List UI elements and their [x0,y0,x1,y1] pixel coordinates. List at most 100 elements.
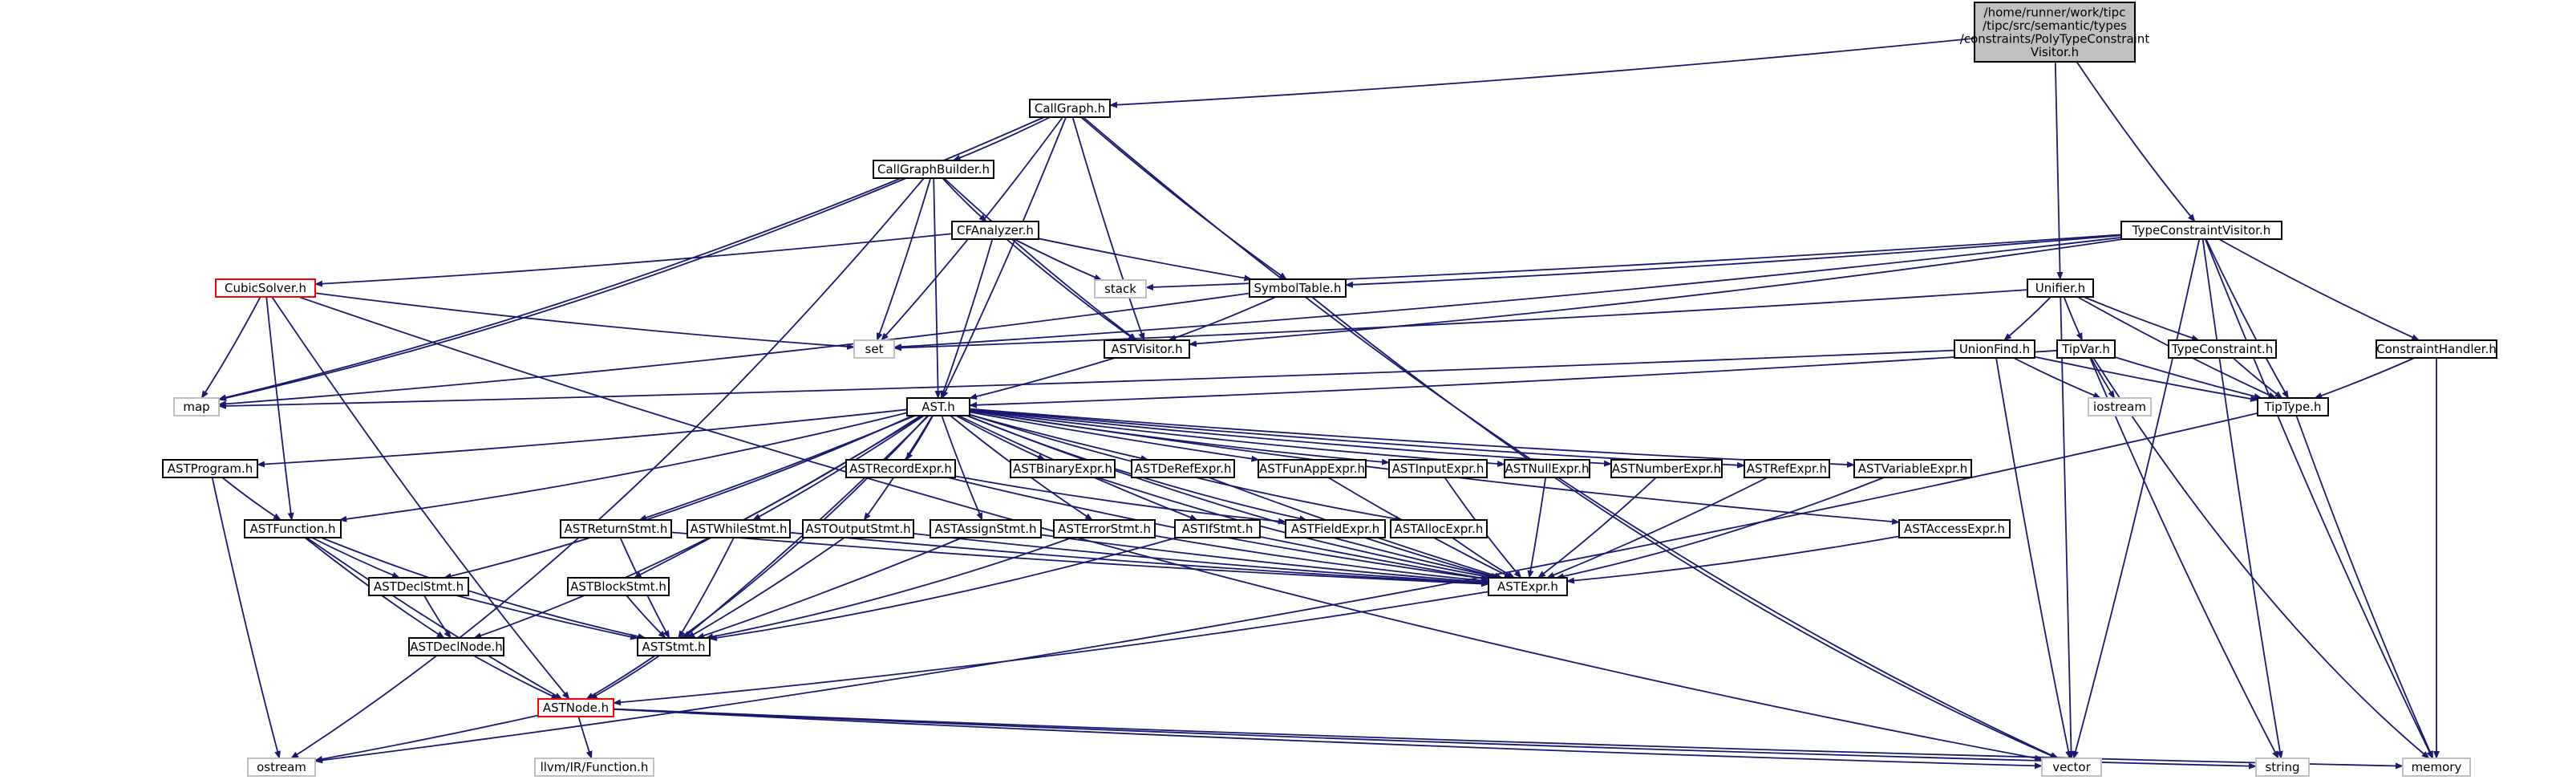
node-root[interactable]: /home/runner/work/tipc/tipc/src/semantic… [1960,2,2150,63]
node-constrainthandler[interactable]: ConstraintHandler.h [2376,339,2497,359]
node-astreturnstmt[interactable]: ASTReturnStmt.h [560,519,672,538]
edge-astassignstmt-to-astexpr [1040,534,1489,586]
edge-tcv-to-astvisitor [1189,238,2124,347]
node-astbinaryexpr[interactable]: ASTBinaryExpr.h [1010,459,1116,478]
node-tcv[interactable]: TypeConstraintVisitor.h [2120,221,2282,240]
node-astifstmt[interactable]: ASTIfStmt.h [1174,519,1261,538]
node-label-llvm: llvm/IR/Function.h [541,760,649,774]
node-cubicsolver[interactable]: CubicSolver.h [215,278,316,298]
node-symboltable[interactable]: SymbolTable.h [1249,278,1347,298]
edge-astallocexpr-to-astexpr [1452,537,1515,579]
node-box-constrainthandler [2376,339,2497,359]
node-tipvar[interactable]: TipVar.h [2056,339,2116,359]
node-memory[interactable]: memory [2402,758,2471,777]
node-astexpr[interactable]: ASTExpr.h [1488,577,1568,596]
node-callgraphbuilder[interactable]: CallGraphBuilder.h [873,160,994,179]
node-box-aststmt [637,637,711,656]
edge-callgraphbuilder-to-ast [933,177,942,399]
node-astassignstmt[interactable]: ASTAssignStmt.h [930,519,1042,538]
node-stack[interactable]: stack [1094,279,1147,299]
node-label-astderefexpr: ASTDeRefExpr.h [1135,461,1232,476]
edge-ast-to-astreturnstmt [638,415,916,521]
node-box-astfieldexpr [1285,519,1386,538]
edge-callgraph-to-callgraphbuilder [952,116,1051,161]
node-asterrorstmt[interactable]: ASTErrorStmt.h [1053,519,1156,538]
node-astderefexpr[interactable]: ASTDeRefExpr.h [1131,459,1235,478]
node-label-astifstmt: ASTIfStmt.h [1182,522,1254,536]
node-astdeclstmt[interactable]: ASTDeclStmt.h [368,577,469,596]
edge-ast-to-astbinaryexpr [955,415,1046,461]
node-unifier[interactable]: Unifier.h [2027,278,2094,298]
node-box-ostream [247,758,316,777]
node-label-astrefexpr: ASTRefExpr.h [1747,461,1827,476]
node-astaccessexpr[interactable]: ASTAccessExpr.h [1898,519,2011,538]
node-label-astwhilestmt: ASTWhileStmt.h [690,522,787,536]
node-astwhilestmt[interactable]: ASTWhileStmt.h [687,519,791,538]
node-box-typeconstraint [2168,339,2277,359]
edge-tipvar-to-iostream [2090,357,2116,399]
edge-callgraphbuilder-to-astvisitor [943,177,1137,341]
node-astvisitor[interactable]: ASTVisitor.h [1104,339,1190,359]
edge-root-to-tcv [2076,61,2196,222]
node-box-tiptype [2257,397,2329,416]
edge-aststmt-to-astnode [589,655,660,700]
node-iostream[interactable]: iostream [2088,397,2152,416]
node-label-ostream: ostream [257,760,306,774]
edge-ast-to-astdeclstmt [443,415,913,579]
node-aststmt[interactable]: ASTStmt.h [637,637,711,656]
node-astfieldexpr[interactable]: ASTFieldExpr.h [1285,519,1386,538]
edge-astprogram-to-astfunction [221,477,281,521]
node-string[interactable]: string [2255,758,2310,777]
node-astallocexpr[interactable]: ASTAllocExpr.h [1390,519,1488,538]
edge-astnode-to-vector [613,708,2043,770]
node-astdeclnode[interactable]: ASTDeclNode.h [408,637,504,656]
node-label-astnullexpr: ASTNullExpr.h [1505,461,1590,476]
edge-unionfind-to-map [218,349,1955,409]
edge-astwhilestmt-to-aststmt [678,537,735,639]
edge-astoutputstmt-to-aststmt [687,537,845,639]
node-astinputexpr[interactable]: ASTInputExpr.h [1388,459,1488,478]
node-vector[interactable]: vector [2041,758,2102,777]
edge-cubicsolver-to-set [314,292,855,350]
node-label-unionfind: UnionFind.h [1959,342,2030,356]
node-set[interactable]: set [853,339,895,359]
edge-callgraph-to-astvisitor [1071,116,1145,341]
node-unionfind[interactable]: UnionFind.h [1954,339,2035,359]
node-astblockstmt[interactable]: ASTBlockStmt.h [567,577,670,596]
node-typeconstraint[interactable]: TypeConstraint.h [2168,339,2277,359]
node-map[interactable]: map [173,397,220,416]
node-ostream[interactable]: ostream [247,758,316,777]
node-astvariableexpr[interactable]: ASTVariableExpr.h [1853,459,1972,478]
node-box-stack [1094,279,1147,299]
node-label-astinputexpr: ASTInputExpr.h [1392,461,1484,476]
node-box-astblockstmt [567,577,670,596]
node-astprogram[interactable]: ASTProgram.h [162,459,258,478]
node-astoutputstmt[interactable]: ASTOutputStmt.h [802,519,914,538]
node-callgraph[interactable]: CallGraph.h [1029,99,1111,118]
node-astnode[interactable]: ASTNode.h [537,698,614,717]
edge-symboltable-to-vector [1311,296,2059,759]
node-tiptype[interactable]: TipType.h [2257,397,2329,416]
edge-unifier-to-tipvar [2063,296,2084,341]
file-nodes: /home/runner/work/tipc/tipc/src/semantic… [162,2,2497,777]
node-label-astfunction: ASTFunction.h [249,522,335,536]
edge-ast-to-astexpr [966,415,1500,580]
node-astnumberexpr[interactable]: ASTNumberExpr.h [1610,459,1723,478]
edge-ast-to-astfunappexpr [969,411,1260,462]
node-label-astoutputstmt: ASTOutputStmt.h [805,522,910,536]
node-astnullexpr[interactable]: ASTNullExpr.h [1504,459,1590,478]
node-ast[interactable]: AST.h [906,397,970,416]
node-cfanalyzer[interactable]: CFAnalyzer.h [951,221,1039,240]
node-llvm[interactable]: llvm/IR/Function.h [534,758,654,777]
node-astrecordexpr[interactable]: ASTRecordExpr.h [845,459,956,478]
node-astfunction[interactable]: ASTFunction.h [244,519,342,538]
node-label-ast: AST.h [921,400,954,414]
edge-astdeclnode-to-astnode [473,655,560,700]
node-astfunappexpr[interactable]: ASTFunAppExpr.h [1258,459,1367,478]
edge-cfanalyzer-to-astvisitor [1006,238,1136,341]
node-label-asterrorstmt: ASTErrorStmt.h [1058,522,1151,536]
node-box-string [2255,758,2310,777]
node-astrefexpr[interactable]: ASTRefExpr.h [1744,459,1830,478]
node-box-astexpr [1488,577,1568,596]
edge-astfieldexpr-to-astexpr [1364,537,1500,579]
